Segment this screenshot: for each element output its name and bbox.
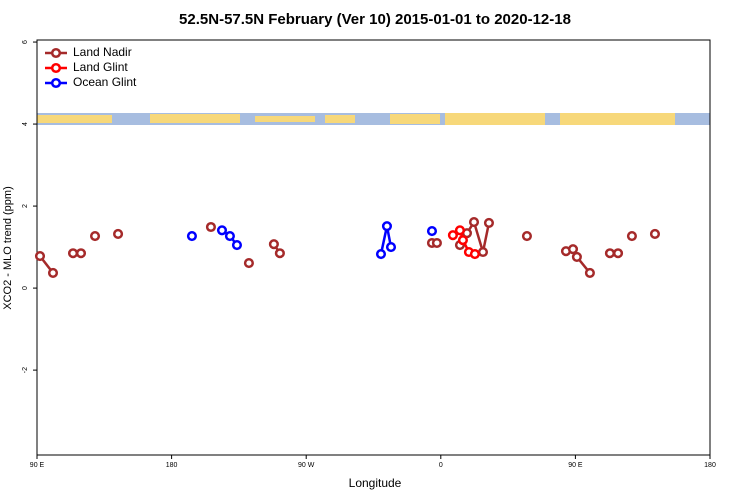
point: [381, 221, 393, 232]
point: [649, 228, 661, 240]
y-tick-label: -2: [22, 367, 29, 373]
chart-title: 52.5N-57.5N February (Ver 10) 2015-01-01…: [179, 11, 571, 28]
legend-marker: [50, 47, 62, 59]
point: [468, 217, 480, 228]
legend-marker: [50, 62, 62, 74]
point: [205, 221, 216, 233]
point: [426, 226, 438, 237]
series-line: [222, 226, 432, 254]
point: [274, 248, 285, 259]
legend-label: Ocean Glint: [73, 75, 137, 89]
point: [454, 225, 465, 236]
point: [89, 230, 101, 242]
point: [457, 235, 468, 246]
point: [431, 237, 442, 249]
legend-marker: [50, 77, 62, 89]
x-tick-label: 90 W: [298, 462, 315, 469]
point: [521, 230, 532, 242]
x-axis-label: Longitude: [349, 476, 402, 490]
point: [231, 239, 243, 251]
point: [47, 267, 59, 278]
point: [34, 251, 46, 262]
x-tick-label: 180: [704, 462, 716, 469]
x-tick-label: 90 E: [30, 462, 45, 469]
point: [626, 230, 637, 242]
point: [243, 258, 254, 269]
point: [567, 244, 579, 255]
x-tick-label: 90 E: [568, 462, 583, 469]
y-tick-label: 6: [22, 40, 29, 44]
y-tick-label: 0: [22, 286, 29, 290]
x-tick-label: 180: [166, 462, 178, 469]
point: [186, 230, 197, 242]
point: [447, 230, 458, 241]
legend-label: Land Nadir: [73, 45, 132, 59]
point: [268, 239, 279, 250]
point: [75, 248, 87, 259]
point: [483, 217, 495, 228]
point: [604, 248, 615, 259]
y-tick-label: 2: [22, 204, 29, 208]
x-tick-label: 0: [439, 462, 443, 469]
point: [469, 249, 480, 260]
map-strip: [37, 113, 710, 125]
point: [216, 225, 228, 236]
point: [67, 248, 79, 259]
point: [113, 228, 124, 240]
point: [571, 251, 582, 262]
point: [477, 246, 489, 258]
point: [375, 249, 387, 260]
point: [584, 267, 595, 278]
point: [224, 230, 235, 242]
point: [612, 248, 624, 259]
y-axis-label: XCO2 - MLO trend (ppm): [2, 186, 14, 309]
plot-frame: [36, 39, 711, 456]
y-tick-label: 4: [22, 122, 29, 126]
point: [385, 242, 397, 253]
legend-label: Land Glint: [73, 60, 128, 74]
